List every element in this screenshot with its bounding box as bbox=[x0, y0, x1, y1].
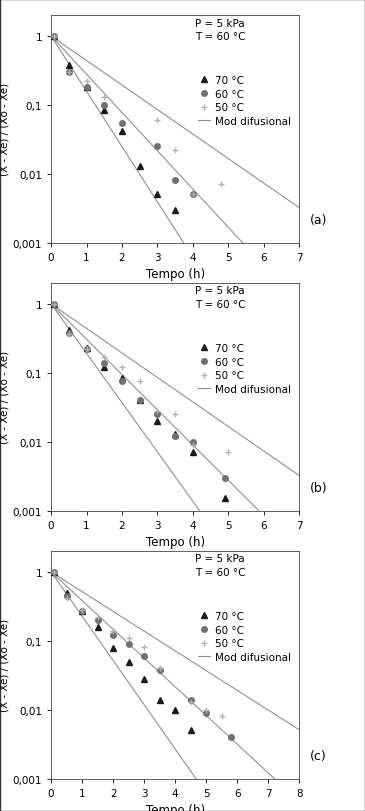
X-axis label: Tempo (h): Tempo (h) bbox=[146, 535, 205, 548]
Legend: 70 °C, 60 °C, 50 °C, Mod difusional: 70 °C, 60 °C, 50 °C, Mod difusional bbox=[198, 76, 292, 127]
Text: P = 5 kPa
T = 60 °C: P = 5 kPa T = 60 °C bbox=[195, 554, 246, 577]
Text: P = 5 kPa
T = 60 °C: P = 5 kPa T = 60 °C bbox=[195, 19, 246, 41]
Y-axis label: (X - Xe) / (Xo - Xe): (X - Xe) / (Xo - Xe) bbox=[0, 619, 10, 711]
X-axis label: Tempo (h): Tempo (h) bbox=[146, 268, 205, 281]
Legend: 70 °C, 60 °C, 50 °C, Mod difusional: 70 °C, 60 °C, 50 °C, Mod difusional bbox=[198, 344, 292, 394]
Text: (c): (c) bbox=[310, 749, 327, 762]
Legend: 70 °C, 60 °C, 50 °C, Mod difusional: 70 °C, 60 °C, 50 °C, Mod difusional bbox=[198, 611, 292, 662]
Y-axis label: (X - Xe) / (Xo - Xe): (X - Xe) / (Xo - Xe) bbox=[0, 84, 10, 176]
Text: P = 5 kPa
T = 60 °C: P = 5 kPa T = 60 °C bbox=[195, 286, 246, 309]
X-axis label: Tempo (h): Tempo (h) bbox=[146, 803, 205, 811]
Text: (b): (b) bbox=[310, 482, 328, 495]
Text: (a): (a) bbox=[310, 214, 328, 227]
Y-axis label: (X - Xe) / (Xo - Xe): (X - Xe) / (Xo - Xe) bbox=[0, 351, 10, 444]
